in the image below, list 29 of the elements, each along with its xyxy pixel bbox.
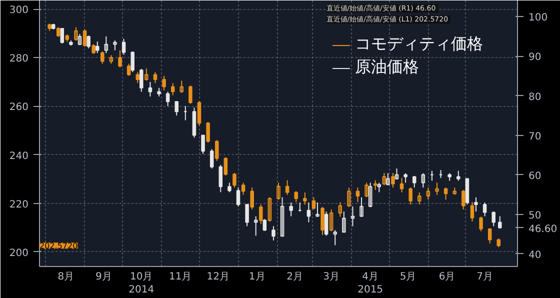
y2-tick-label: 50 [528,210,542,222]
y-tick-label: 220 [9,199,29,210]
x-tick-label: 4月 2015 [358,272,384,296]
y-tick-label: 200 [9,248,29,259]
x-tick-label: 3月 [323,272,340,282]
y2-tick-label: 100 [528,12,548,24]
y-tick-label: 240 [9,150,29,162]
x-tick-label: 7月 [476,272,493,282]
y2-tick-label: 80 [528,92,542,103]
y2-tick-label: 60 [528,170,542,182]
y2-tick-label: 46.60 [528,224,558,235]
x-tick-label: 11月 [169,272,192,282]
y2-tick-label: 90 [528,52,542,64]
x-tick-label: 12月 [206,272,230,282]
legend-label: コモディティ価格 [355,34,483,55]
y2-tick-label: 40 [528,250,542,261]
y-tick-label: 260 [9,102,29,114]
x-tick-label: 10月 2014 [128,272,154,296]
x-tick-label: 5月 [400,272,416,282]
y2-tick-label: 70 [528,131,542,142]
y-tick-label: 280 [9,54,29,65]
x-tick-label: 8月 [58,272,74,282]
x-tick-label: 1月 [248,272,266,282]
x-tick-label: 9月 [95,272,112,282]
x-tick-label: 2月 [286,272,304,282]
x-tick-label: 6月 [438,272,456,282]
legend-label: 原油価格 [355,57,419,78]
annotation: 202.5720 [40,242,78,251]
y-tick-label: 300 [9,5,29,16]
